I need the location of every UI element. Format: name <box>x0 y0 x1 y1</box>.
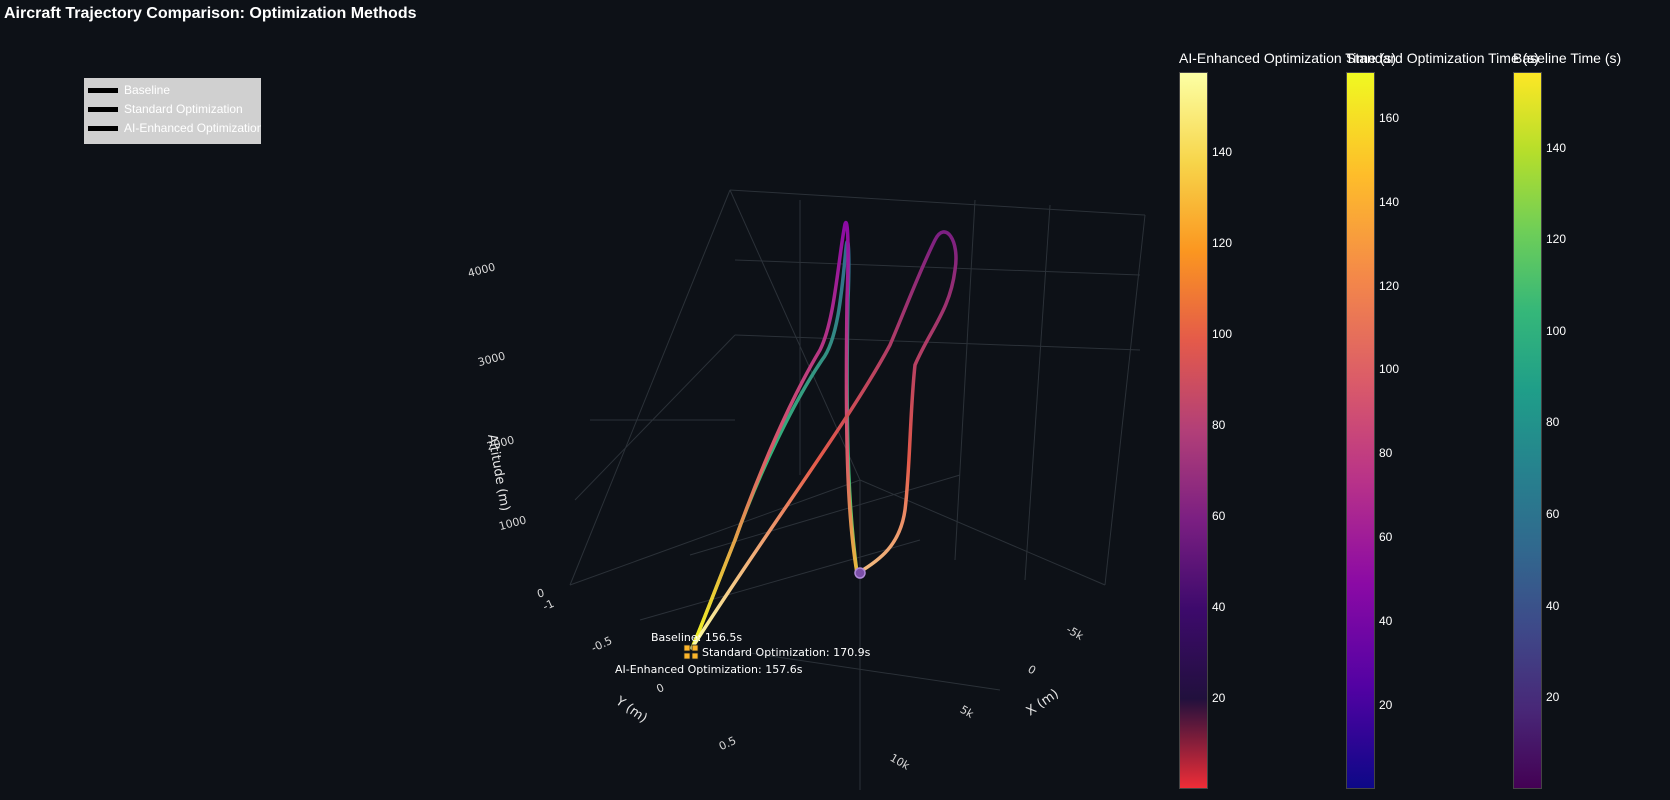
colorbar-tick-label: 100 <box>1212 327 1233 342</box>
colorbar-tick-label: 140 <box>1379 194 1400 209</box>
legend-item-baseline[interactable]: Baseline <box>88 81 170 99</box>
grid-line <box>729 189 1146 216</box>
y-axis-title: Y (m) <box>612 693 650 726</box>
grid-line <box>569 189 731 586</box>
colorbar-tick-label: 120 <box>1212 236 1233 251</box>
colorbar-tick-label: 20 <box>1546 690 1560 705</box>
colorbar-tick-label: 160 <box>1379 110 1400 125</box>
colorbar-gradient <box>1346 72 1375 789</box>
x-tick-label: 10k <box>888 751 913 773</box>
legend-label-standard: Standard Optimization <box>124 102 243 116</box>
colorbar-gradient <box>1513 72 1542 789</box>
colorbar-tick-label: 120 <box>1379 278 1400 293</box>
end-marker <box>683 652 691 660</box>
x-axis-title: X (m) <box>1024 686 1062 719</box>
colorbar-tick-label: 140 <box>1212 145 1233 160</box>
legend-label-ai-enhanced: AI-Enhanced Optimization <box>124 121 261 135</box>
colorbar-tick-label: 100 <box>1379 362 1400 377</box>
grid-line <box>574 334 736 501</box>
trajectory-line-standard-optimization <box>690 220 859 650</box>
colorbar-tick-label: 40 <box>1379 614 1393 629</box>
colorbar-tick-label: 80 <box>1546 415 1560 430</box>
x-tick-label: -5k <box>1064 623 1086 643</box>
legend-label-baseline: Baseline <box>124 83 171 97</box>
colorbar-title: AI-Enhanced Optimization Time (s) <box>1179 50 1397 66</box>
end-annotation: Standard Optimization: 170.9s <box>702 646 871 659</box>
grid-line <box>639 539 921 621</box>
colorbar-tick-label: 140 <box>1546 140 1567 155</box>
x-tick-label: 5k <box>958 703 977 721</box>
y-tick-label: -0.5 <box>589 634 614 655</box>
colorbar-tick-label: 60 <box>1546 507 1560 522</box>
grid-line <box>1024 204 1051 581</box>
y-tick-label: -1 <box>541 597 556 613</box>
end-annotation: AI-Enhanced Optimization: 157.6s <box>615 663 803 676</box>
colorbar-tick-label: 100 <box>1546 323 1567 338</box>
colorbar-tick-label: 40 <box>1212 600 1226 615</box>
colorbar-tick-label: 60 <box>1212 509 1226 524</box>
colorbar-tick-label: 20 <box>1212 691 1226 705</box>
trajectory-line-ai-enhanced-optimization <box>690 230 958 650</box>
y-tick-label: 0 <box>654 681 666 696</box>
colorbar-tick-label: 80 <box>1212 418 1226 433</box>
grid-line <box>734 334 1141 351</box>
colorbar-tick-label: 20 <box>1379 698 1393 713</box>
colorbar-title: Standard Optimization Time (s) <box>1346 50 1539 66</box>
grid-line <box>729 189 861 481</box>
legend-swatch-baseline <box>88 87 118 93</box>
grid-lines <box>569 189 1146 790</box>
start-marker <box>854 567 866 579</box>
colorbar-title: Baseline Time (s) <box>1513 50 1622 66</box>
z-tick-label: 3000 <box>476 349 506 369</box>
end-annotation: Baseline: 156.5s <box>651 631 742 644</box>
grid-line <box>1104 214 1146 586</box>
end-marker <box>683 644 691 652</box>
grid-line <box>729 649 1001 691</box>
end-marker <box>691 652 699 660</box>
end-annotations: Baseline: 156.5s Standard Optimization: 1… <box>615 631 871 676</box>
grid-line <box>569 479 861 586</box>
legend-item-standard[interactable]: Standard Optimization <box>88 100 243 118</box>
colorbar-tick-label: 120 <box>1546 232 1567 247</box>
legend: Baseline Standard Optimization AI-Enhanc… <box>84 78 261 144</box>
legend-swatch-standard <box>88 106 118 112</box>
z-tick-label: 1000 <box>497 513 527 533</box>
colorbar-gradient <box>1179 72 1208 789</box>
grid-line <box>954 199 976 561</box>
end-marker <box>691 644 699 652</box>
grid-line <box>689 474 961 556</box>
trajectory-traces <box>683 220 958 660</box>
legend-swatch-ai-enhanced <box>88 125 118 131</box>
colorbar-tick-label: 60 <box>1379 530 1393 545</box>
legend-item-ai-enhanced[interactable]: AI-Enhanced Optimization <box>88 119 261 137</box>
y-tick-label: 0.5 <box>717 734 738 753</box>
grid-line <box>734 259 1141 276</box>
colorbar-tick-label: 80 <box>1379 446 1393 461</box>
grid-line <box>859 479 1106 586</box>
x-tick-label: 0 <box>1025 663 1038 678</box>
colorbar-tick-label: 40 <box>1546 598 1560 613</box>
z-tick-label: 0 <box>536 586 546 600</box>
chart-title: Aircraft Trajectory Comparison: Optimiza… <box>4 5 417 22</box>
z-tick-label: 4000 <box>466 260 496 280</box>
